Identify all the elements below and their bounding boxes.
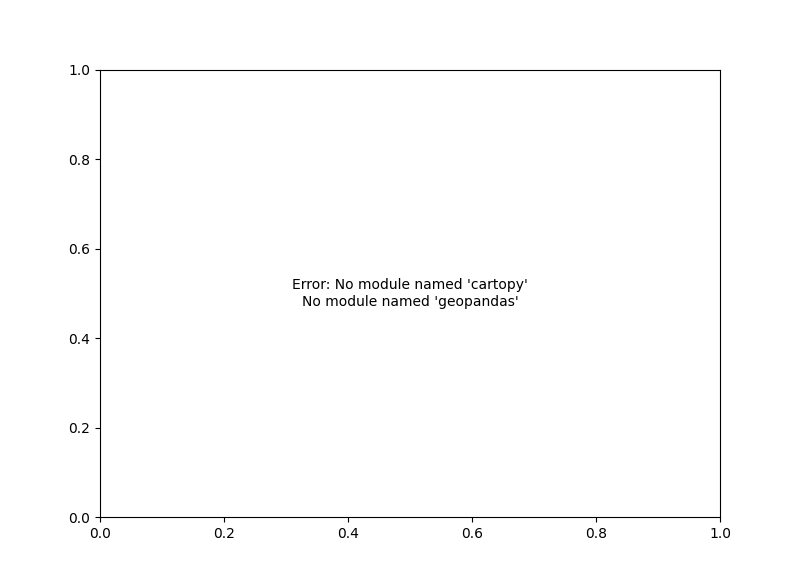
Text: Error: No module named 'cartopy'
No module named 'geopandas': Error: No module named 'cartopy' No modu… [292, 278, 528, 309]
